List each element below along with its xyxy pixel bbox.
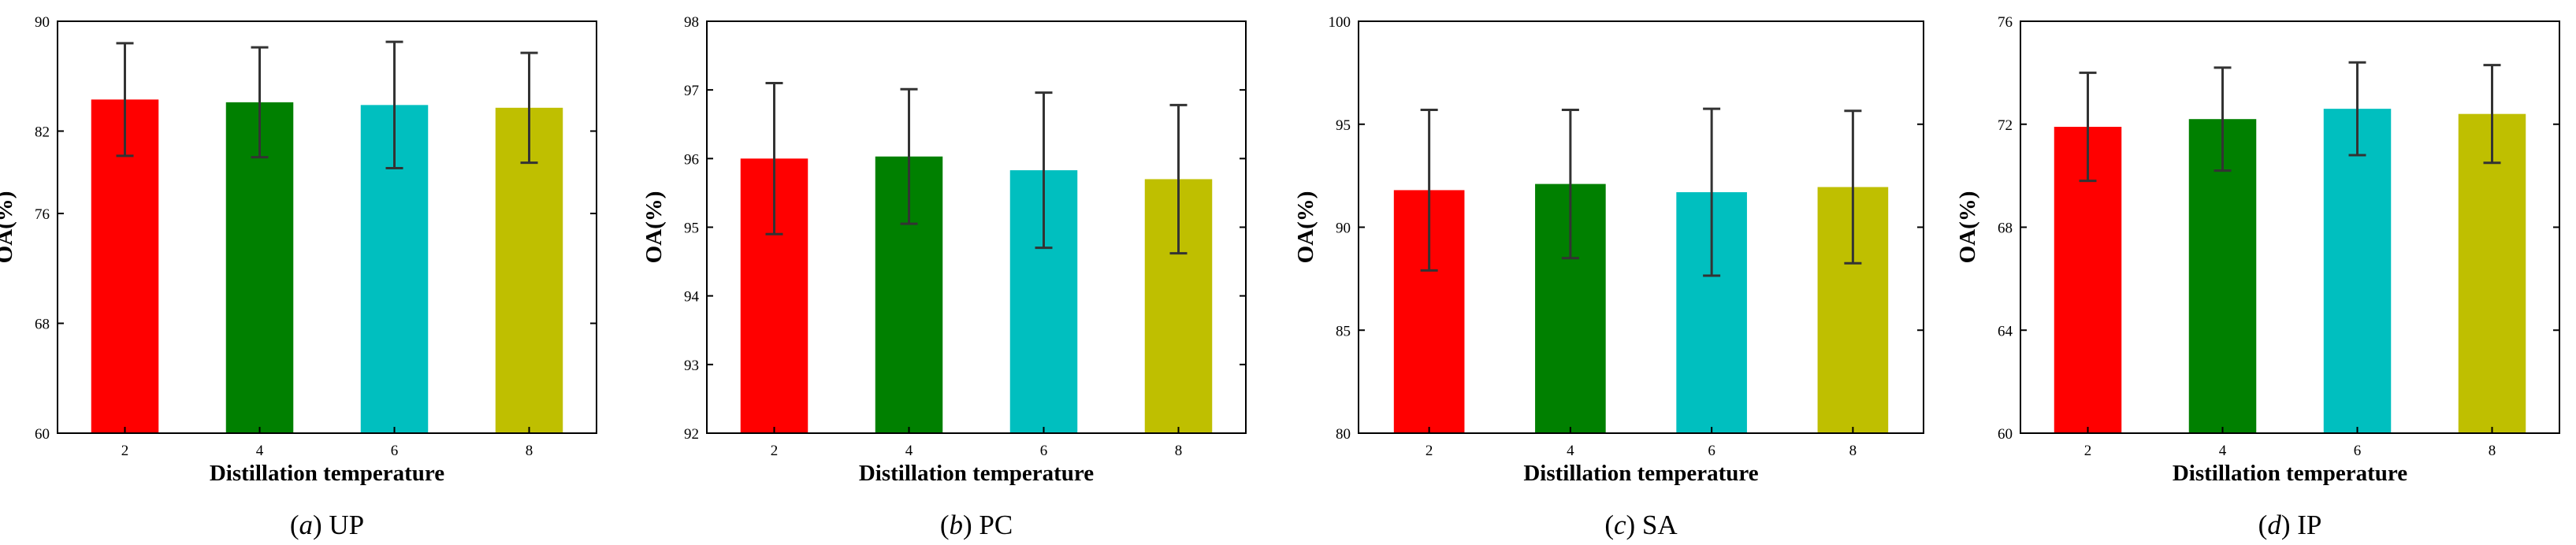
- error-bar-8: [1844, 109, 1862, 265]
- x-tick-label: 2: [121, 443, 129, 459]
- y-tick-label: 97: [684, 83, 699, 99]
- error-bar-8: [1169, 103, 1188, 255]
- y-tick-label: 92: [684, 426, 699, 443]
- y-tick-label: 93: [684, 358, 699, 374]
- y-tick-label: 94: [684, 289, 700, 306]
- x-axis-label: Distillation temperature: [859, 461, 1094, 486]
- error-bar-2: [765, 81, 783, 235]
- x-tick-label: 4: [2219, 443, 2227, 459]
- x-tick-label: 8: [2489, 443, 2496, 459]
- y-tick-label: 90: [35, 14, 50, 31]
- x-axis-label: Distillation temperature: [2173, 461, 2407, 486]
- chart-panel-c: 80 85 90 95 100 2 4 6 8 Distillation temperature O…: [1293, 14, 1924, 540]
- error-bar-6: [1703, 107, 1721, 277]
- error-bar-6: [1035, 91, 1053, 250]
- error-bar-2: [116, 42, 134, 158]
- x-tick-label: 8: [526, 443, 533, 459]
- error-bar-6: [385, 40, 403, 170]
- x-tick-label: 2: [1426, 443, 1433, 459]
- y-tick-label: 68: [1998, 221, 2013, 237]
- y-tick-label: 76: [35, 206, 50, 223]
- x-tick-label: 4: [256, 443, 264, 459]
- plot-frame: [57, 20, 597, 434]
- y-tick-label: 98: [684, 14, 699, 31]
- y-tick-label: 95: [684, 221, 699, 237]
- bar-6: [2323, 109, 2392, 433]
- bar-8: [2458, 113, 2526, 434]
- panel-caption: (a) UP: [290, 510, 364, 540]
- x-tick-label: 6: [1708, 443, 1715, 459]
- y-tick-label: 64: [1998, 323, 2013, 339]
- panel-caption: (d) IP: [2258, 510, 2322, 540]
- y-axis-label: OA(%): [1955, 191, 1980, 264]
- y-tick-label: 80: [1336, 426, 1351, 443]
- error-bar-6: [2348, 61, 2366, 157]
- x-tick-label: 4: [1567, 443, 1574, 459]
- y-tick-label: 60: [35, 426, 50, 443]
- y-axis-label: OA(%): [0, 191, 17, 264]
- x-tick-label: 8: [1849, 443, 1857, 459]
- x-tick-label: 8: [1175, 443, 1183, 459]
- y-axis-label: OA(%): [641, 191, 667, 264]
- y-tick-label: 72: [1998, 117, 2013, 134]
- chart-panel-b: 92 93 94 95 96 97 98 2 4 6 8 Distillation temperatu…: [641, 14, 1247, 540]
- x-tick-label: 6: [2354, 443, 2362, 459]
- y-tick-label: 68: [35, 317, 50, 333]
- error-bar-4: [900, 87, 918, 225]
- error-bar-8: [520, 51, 538, 165]
- x-tick-label: 4: [905, 443, 913, 459]
- x-axis-label: Distillation temperature: [1523, 461, 1758, 486]
- x-axis-label: Distillation temperature: [210, 461, 444, 486]
- y-tick-label: 82: [35, 124, 50, 140]
- y-tick-label: 76: [1998, 14, 2013, 31]
- error-bar-2: [1420, 108, 1438, 272]
- y-tick-label: 100: [1329, 14, 1351, 31]
- x-tick-label: 2: [2084, 443, 2092, 459]
- y-tick-label: 60: [1998, 426, 2013, 443]
- error-bar-2: [2079, 71, 2097, 183]
- y-tick-label: 90: [1336, 221, 1351, 237]
- panel-caption: (b) PC: [940, 510, 1013, 540]
- x-tick-label: 6: [1040, 443, 1048, 459]
- error-bar-4: [1561, 108, 1579, 260]
- error-bar-8: [2483, 64, 2501, 165]
- x-tick-label: 2: [771, 443, 779, 459]
- y-tick-label: 95: [1336, 117, 1351, 134]
- y-tick-label: 85: [1336, 323, 1351, 339]
- error-bar-4: [2214, 66, 2232, 172]
- panel-caption: (c) SA: [1604, 510, 1678, 540]
- y-axis-label: OA(%): [1293, 191, 1318, 264]
- x-tick-label: 6: [391, 443, 399, 459]
- error-bar-4: [251, 46, 269, 159]
- y-tick-label: 96: [684, 151, 699, 168]
